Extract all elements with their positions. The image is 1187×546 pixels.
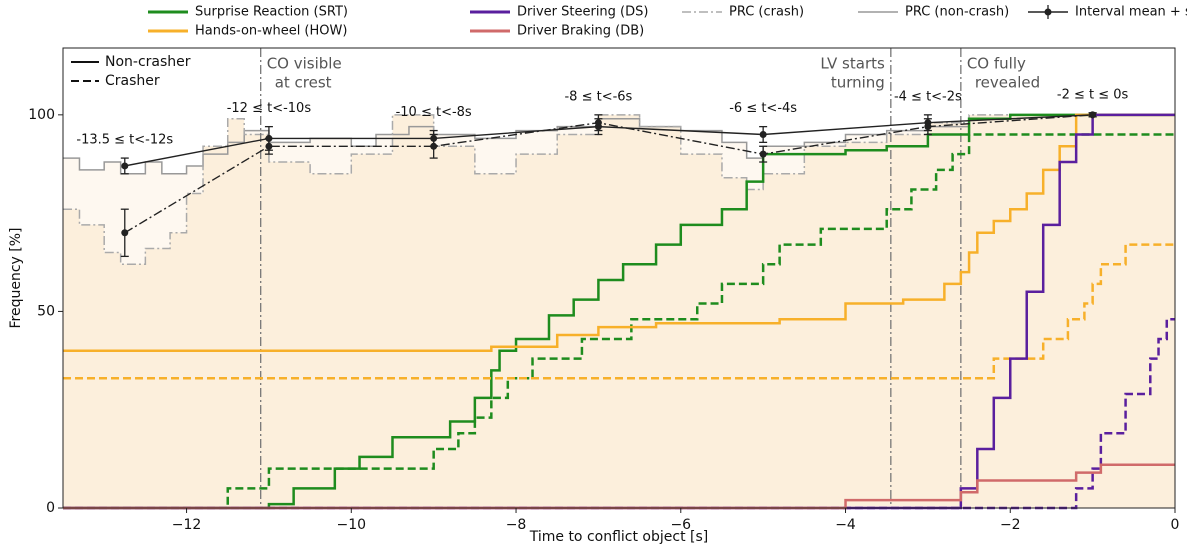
interval-label: -13.5 ≤ t<-12s bbox=[76, 133, 173, 148]
event-label: turning bbox=[831, 74, 885, 92]
series-line bbox=[63, 463, 1175, 510]
x-tick-label: −2 bbox=[1000, 517, 1021, 533]
legend-label: Non-crasher bbox=[105, 54, 191, 70]
y-tick-label: 100 bbox=[28, 107, 55, 123]
series-line bbox=[63, 318, 1175, 510]
event-label: revealed bbox=[975, 74, 1040, 92]
interval-point bbox=[924, 123, 932, 131]
interval-label: -2 ≤ t ≤ 0s bbox=[1057, 87, 1129, 102]
event-label: LV starts bbox=[820, 55, 885, 73]
legend-label: Driver Braking (DB) bbox=[517, 24, 644, 39]
legend-label: Interval mean + std bbox=[1075, 5, 1187, 20]
legend-label: Surprise Reaction (SRT) bbox=[195, 5, 348, 20]
plot-frame bbox=[62, 47, 1176, 509]
interval-label: -6 ≤ t<-4s bbox=[729, 101, 797, 116]
x-tick-label: −10 bbox=[337, 517, 367, 533]
event-label: at crest bbox=[275, 74, 332, 92]
interval-label: -10 ≤ t<-8s bbox=[396, 105, 472, 120]
x-tick-label: 0 bbox=[1171, 517, 1180, 533]
interval-point bbox=[265, 142, 273, 150]
interval-label: -8 ≤ t<-6s bbox=[564, 89, 632, 104]
legend-label: Crasher bbox=[105, 73, 160, 89]
y-tick-label: 0 bbox=[46, 500, 55, 516]
interval-point bbox=[594, 119, 602, 127]
legend-label: Driver Steering (DS) bbox=[517, 5, 648, 20]
y-axis-label: Frequency [%] bbox=[8, 227, 24, 328]
y-tick-label: 50 bbox=[37, 303, 55, 319]
interval-label: -12 ≤ t<-10s bbox=[227, 101, 312, 116]
interval-point bbox=[430, 142, 438, 150]
x-axis-label: Time to conflict object [s] bbox=[529, 529, 709, 545]
prc-line bbox=[63, 114, 1175, 265]
prc-area bbox=[63, 114, 1175, 508]
x-tick-label: −4 bbox=[835, 517, 856, 533]
interval-point bbox=[121, 162, 129, 170]
interval-point bbox=[1089, 111, 1097, 119]
series-line bbox=[63, 113, 1175, 510]
legend-swatch bbox=[1044, 8, 1052, 16]
interval-point bbox=[121, 229, 129, 237]
series-line bbox=[63, 113, 1175, 352]
x-tick-label: −6 bbox=[670, 517, 691, 533]
legend-label: Hands-on-wheel (HOW) bbox=[195, 24, 347, 39]
interval-label: -4 ≤ t<-2s bbox=[894, 89, 962, 104]
x-tick-label: −8 bbox=[506, 517, 527, 533]
legend-label: PRC (crash) bbox=[729, 5, 804, 20]
legend-label: PRC (non-crash) bbox=[905, 5, 1009, 20]
interval-point bbox=[759, 130, 767, 138]
interval-point bbox=[759, 150, 767, 158]
series-line bbox=[63, 113, 1175, 510]
series-line bbox=[63, 133, 1175, 510]
x-tick-label: −12 bbox=[172, 517, 202, 533]
event-label: CO fully bbox=[967, 55, 1026, 73]
event-label: CO visible bbox=[267, 55, 342, 73]
prc-line bbox=[63, 114, 1175, 175]
